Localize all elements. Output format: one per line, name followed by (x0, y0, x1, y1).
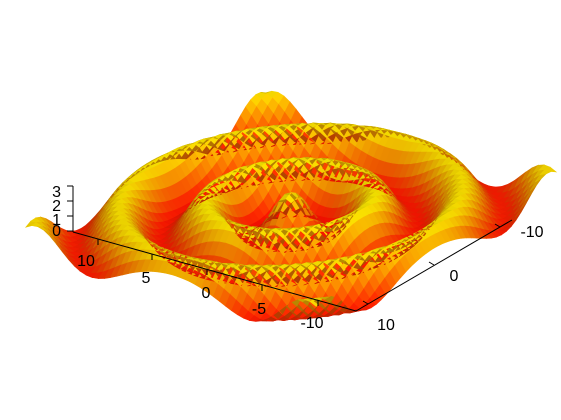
x-tick-label: 0 (450, 268, 459, 285)
y-tick-label: 5 (142, 270, 151, 287)
y-axis-line (72, 231, 357, 312)
z-tick-label: 0 (52, 223, 61, 240)
surface-patch (544, 166, 558, 173)
x-tick-mark (494, 223, 501, 228)
x-tick-mark (362, 300, 369, 305)
z-tick-label: 1 (52, 212, 61, 229)
y-tick-label: 10 (77, 253, 95, 270)
x-tick-label: -10 (520, 224, 543, 241)
ticks (67, 185, 501, 306)
y-tick-label: -10 (300, 315, 323, 332)
x-tick-mark (428, 261, 435, 266)
surface-mesh (24, 90, 558, 322)
tick-labels: 3 2 1 0 10 5 0 -5 -10 10 0 -10 (52, 184, 544, 334)
z-tick-label: 3 (52, 184, 61, 201)
y-tick-label: -5 (252, 301, 266, 318)
y-tick-label: 0 (202, 285, 211, 302)
axes (72, 186, 513, 312)
x-tick-label: 10 (377, 317, 395, 334)
z-tick-label: 2 (52, 198, 61, 215)
x-axis-line (355, 219, 513, 312)
